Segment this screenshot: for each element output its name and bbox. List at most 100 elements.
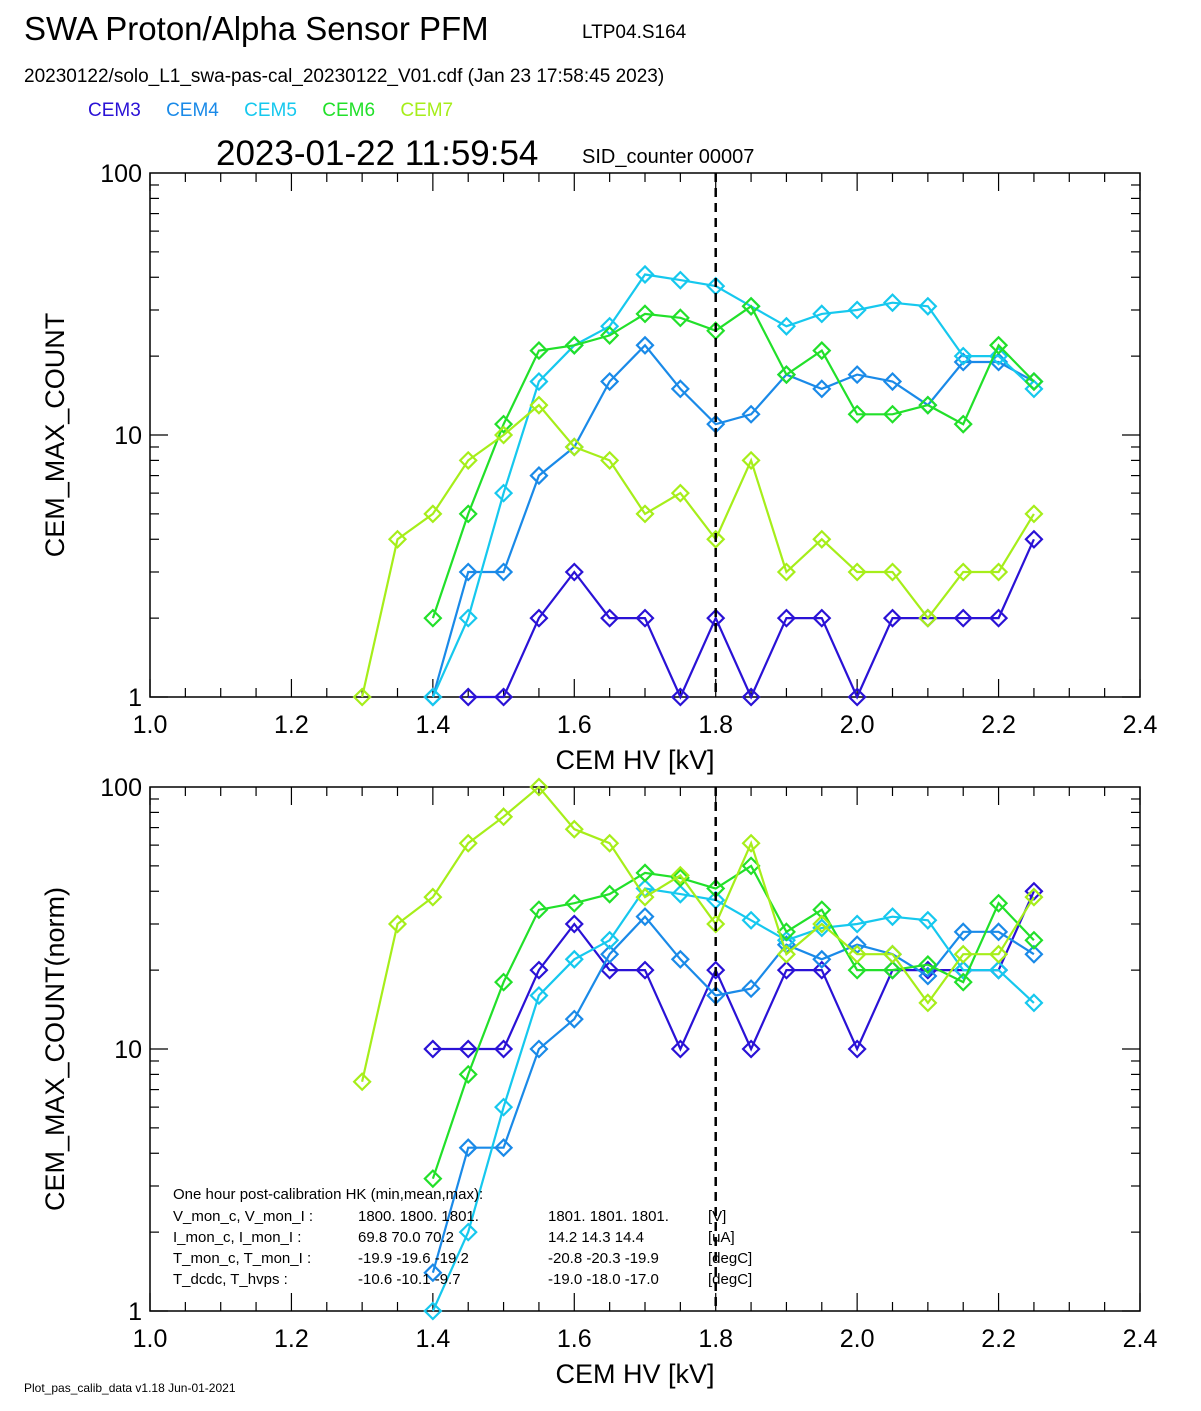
data-point xyxy=(564,893,584,913)
data-point xyxy=(494,807,514,827)
hk-row-label: I_mon_c, I_mon_I : xyxy=(173,1229,301,1246)
data-point xyxy=(529,466,549,486)
series-cem5 xyxy=(423,878,1044,1321)
data-point xyxy=(494,414,514,434)
data-point xyxy=(600,960,620,980)
data-point xyxy=(989,346,1009,366)
series-cem4 xyxy=(423,907,1044,1283)
x-tick-label: 1.0 xyxy=(133,1325,168,1353)
x-tick-label: 1.8 xyxy=(698,1325,733,1353)
legend-entry-cem3: CEM3 xyxy=(88,100,141,121)
y-axis-label: CEM_MAX_COUNT xyxy=(40,313,70,558)
series-cem7 xyxy=(352,395,1044,707)
series-line xyxy=(361,403,1035,698)
data-point xyxy=(529,985,549,1006)
hk-row-unit: [uA] xyxy=(708,1229,735,1246)
data-point xyxy=(458,1039,478,1059)
data-point xyxy=(918,608,938,628)
data-point xyxy=(706,529,726,549)
data-point xyxy=(529,1039,549,1059)
legend-entry-cem5: CEM5 xyxy=(244,100,297,121)
footer-version: Plot_pas_calib_data v1.18 Jun-01-2021 xyxy=(24,1381,236,1395)
data-point xyxy=(812,914,832,934)
data-point xyxy=(635,304,655,324)
data-point xyxy=(847,944,867,964)
data-point xyxy=(953,608,973,628)
data-point xyxy=(741,687,761,707)
series-cem3 xyxy=(458,529,1044,707)
y-tick-label: 10 xyxy=(114,422,142,450)
data-point xyxy=(741,833,761,853)
data-point xyxy=(918,955,938,975)
data-point xyxy=(953,414,973,434)
x-tick-label: 2.2 xyxy=(981,1325,1016,1353)
x-tick-label: 1.6 xyxy=(557,1325,592,1353)
data-point xyxy=(670,884,690,904)
timestamp: 2023-01-22 11:59:54 xyxy=(216,134,539,173)
series-cem6 xyxy=(423,296,1044,628)
data-point xyxy=(600,325,620,345)
data-point xyxy=(776,608,796,628)
x-tick-label: 1.8 xyxy=(698,711,733,739)
data-point xyxy=(564,335,584,355)
y-tick-label: 10 xyxy=(114,1036,142,1064)
data-point xyxy=(812,900,832,920)
data-point xyxy=(1024,930,1044,950)
data-point xyxy=(529,900,549,920)
data-point xyxy=(494,1097,514,1117)
data-point xyxy=(423,608,443,628)
data-point xyxy=(847,404,867,424)
data-point xyxy=(989,608,1009,628)
data-point xyxy=(458,1222,478,1242)
hk-row-label: T_mon_c, T_mon_I : xyxy=(173,1250,311,1267)
data-point xyxy=(882,608,903,628)
data-point xyxy=(918,993,938,1013)
x-tick-label: 1.2 xyxy=(274,1325,309,1353)
hk-row-i: 1801. 1801. 1801. xyxy=(548,1208,669,1225)
y-tick-label: 100 xyxy=(100,160,142,188)
data-point xyxy=(882,293,903,313)
data-point xyxy=(882,404,903,424)
data-point xyxy=(529,608,549,628)
data-point xyxy=(741,1039,761,1059)
x-tick-label: 1.4 xyxy=(415,1325,450,1353)
data-point xyxy=(989,335,1009,355)
data-point xyxy=(600,833,620,853)
x-axis-label: CEM HV [kV] xyxy=(555,745,714,775)
data-point xyxy=(458,833,478,853)
series-line xyxy=(361,785,1035,1082)
hk-row-c: 1800. 1800. 1801. xyxy=(358,1208,479,1225)
data-point xyxy=(989,944,1009,964)
data-point xyxy=(953,972,973,992)
data-point xyxy=(918,910,938,930)
data-point xyxy=(423,1039,443,1059)
data-point xyxy=(953,960,973,980)
chart-panel-2: 1.0 1.2 1.4 1.6 1.8 2.0 2.2 2.4 1 10 100 CEM HV [kV… xyxy=(40,774,1157,1389)
data-point xyxy=(882,907,903,927)
data-point xyxy=(847,300,867,320)
data-point xyxy=(458,504,478,524)
data-point xyxy=(564,949,584,969)
data-point xyxy=(529,395,549,415)
data-point xyxy=(989,922,1009,942)
data-point xyxy=(741,296,761,316)
y-axis-label: CEM_MAX_COUNT(norm) xyxy=(40,887,70,1211)
data-point xyxy=(953,346,973,366)
x-tick-label: 2.0 xyxy=(840,1325,875,1353)
data-point xyxy=(776,944,796,964)
data-point xyxy=(387,529,408,549)
data-point xyxy=(812,529,832,549)
data-point xyxy=(670,687,690,707)
hk-title: One hour post-calibration HK (min,mean,m… xyxy=(173,1186,483,1203)
data-point xyxy=(458,687,478,707)
data-point xyxy=(953,922,973,942)
data-point xyxy=(494,562,514,582)
data-point xyxy=(600,930,620,950)
data-point xyxy=(458,450,478,470)
data-point xyxy=(600,371,620,392)
series-cem5 xyxy=(423,264,1044,707)
x-tick-label: 2.4 xyxy=(1123,1325,1158,1353)
data-point xyxy=(670,865,690,885)
data-point xyxy=(989,562,1009,582)
